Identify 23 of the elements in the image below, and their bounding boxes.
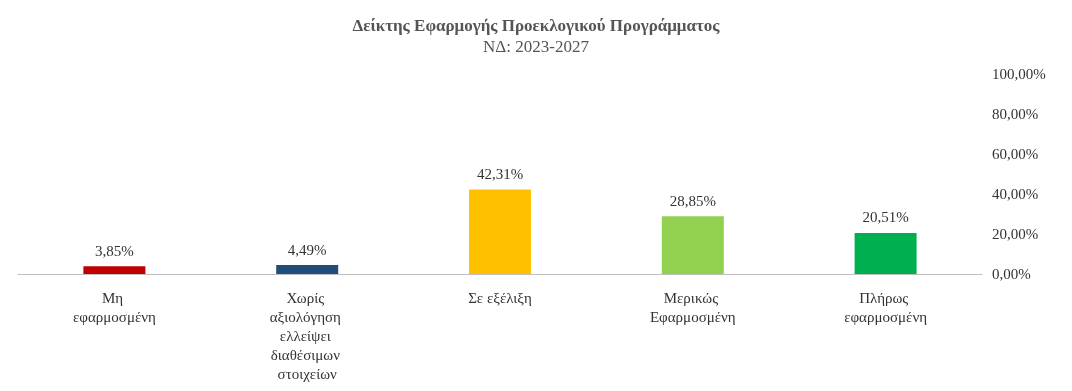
data-label: 28,85% — [669, 192, 716, 209]
bar — [469, 189, 531, 274]
y-tick-label: 0,00% — [992, 266, 1031, 282]
y-tick-label: 40,00% — [992, 186, 1039, 202]
x-tick-label: Μη εφαρμοσμένη — [72, 289, 156, 325]
y-tick-label: 80,00% — [992, 106, 1039, 122]
x-tick-label: Χωρίς αξιολόγηση ελλείψει διαθέσιμων στοιχείων — [269, 289, 345, 382]
x-tick-label: Μερικώς Εφαρμοσμένη — [649, 289, 736, 325]
x-tick-label: Σε εξέλιξη — [468, 289, 533, 306]
data-label: 3,85% — [95, 242, 134, 259]
chart-subtitle: ΝΔ: 2023-2027 — [483, 37, 590, 56]
data-label: 4,49% — [287, 241, 327, 258]
x-tick-label: Πλήρως εφαρμοσμένη — [844, 289, 928, 325]
bar — [661, 216, 724, 274]
y-tick-label: 60,00% — [992, 146, 1039, 162]
bar — [83, 266, 146, 274]
bar — [276, 265, 339, 274]
data-label: 42,31% — [476, 165, 524, 182]
data-label: 20,51% — [862, 209, 909, 226]
y-tick-label: 20,00% — [992, 226, 1039, 242]
chart-title: Δείκτης Εφαρμογής Προεκλογικού Προγράμματος — [352, 16, 721, 35]
y-tick-label: 100,00% — [992, 66, 1046, 82]
bar — [854, 232, 917, 274]
